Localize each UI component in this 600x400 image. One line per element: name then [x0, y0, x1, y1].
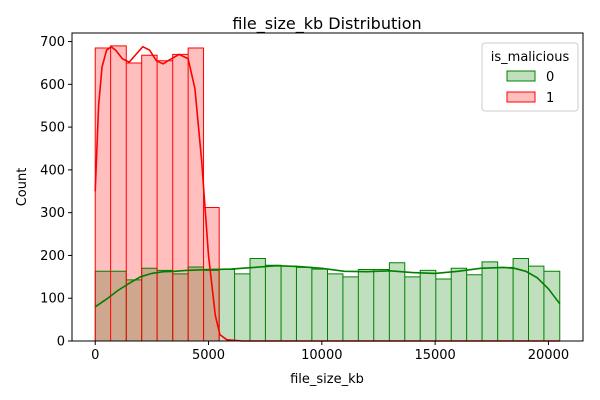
y-tick-label-5: 500	[40, 121, 65, 136]
series-0-bar-21	[435, 278, 452, 341]
y-tick-label-7: 700	[40, 35, 65, 50]
series-0-bar-18	[389, 262, 405, 341]
series-0-bar-28	[543, 271, 560, 341]
series-0-bar-7	[219, 269, 235, 341]
series-0-bar-2	[141, 268, 158, 341]
series-0-bar-20	[420, 270, 436, 341]
series-0-bar-14	[327, 273, 343, 341]
chart-title: file_size_kb Distribution	[232, 14, 421, 34]
series-0-bar-22	[451, 268, 467, 341]
series-0-bar-1	[126, 279, 142, 341]
legend-label-0: 0	[546, 70, 554, 85]
series-0-bar-17	[373, 269, 390, 341]
y-axis-ticks: 0 100 200 300 400 500 600 700	[40, 35, 72, 350]
x-tick-label-0: 0	[91, 348, 99, 363]
series-0-bar-5	[188, 266, 204, 341]
series-0-bar-23	[466, 274, 483, 341]
x-axis-ticks: 0 5000 10000 15000 20000	[91, 341, 569, 363]
x-tick-label-3: 15000	[414, 348, 455, 363]
series-0-bar-13	[311, 269, 328, 341]
x-tick-label-2: 10000	[301, 348, 342, 363]
x-tick-label-1: 5000	[192, 348, 225, 363]
series-1-bar-6	[188, 47, 204, 341]
series-1-bar-4	[157, 60, 173, 342]
legend-box	[481, 42, 579, 112]
plot-area	[94, 45, 561, 342]
series-1-bar-3	[141, 55, 158, 341]
series-1-histogram-outline	[94, 45, 220, 341]
y-tick-label-3: 300	[40, 206, 65, 221]
series-1-bar-0	[95, 47, 111, 341]
series-0-bar-9	[250, 258, 266, 341]
plot-frame	[71, 32, 584, 342]
y-tick-label-2: 200	[40, 249, 65, 264]
series-1-bars	[95, 45, 220, 342]
legend: is_malicious 0 1	[481, 42, 579, 112]
series-0-bar-3	[157, 270, 173, 341]
series-0-bar-24	[482, 261, 498, 341]
series-0-bar-12	[296, 267, 312, 341]
x-tick-label-4: 20000	[528, 348, 569, 363]
y-axis-label: Count	[15, 168, 30, 207]
series-0-bar-25	[497, 267, 514, 341]
x-axis-label: file_size_kb	[290, 372, 364, 387]
legend-swatch-1	[506, 91, 536, 103]
series-1-bar-1	[110, 45, 127, 341]
series-0-bar-15	[342, 276, 359, 341]
series-0-bar-6	[203, 270, 220, 341]
series-0-bar-27	[528, 266, 544, 341]
y-tick-label-6: 600	[40, 78, 65, 93]
y-tick-label-0: 0	[57, 335, 65, 350]
series-0-bar-19	[404, 276, 421, 341]
legend-label-1: 1	[546, 91, 554, 106]
series-1-bar-2	[126, 62, 142, 341]
legend-swatch-0	[506, 70, 536, 82]
y-tick-label-4: 400	[40, 163, 65, 178]
series-0-bar-8	[234, 273, 251, 341]
series-0-bar-16	[358, 269, 374, 341]
series-0-bar-4	[172, 273, 189, 341]
series-0-bar-11	[281, 266, 297, 341]
series-0-bar-10	[265, 265, 282, 341]
series-1-bar-5	[172, 54, 189, 342]
legend-title: is_malicious	[491, 50, 570, 65]
y-tick-label-1: 100	[40, 292, 65, 307]
series-0-kde-line	[94, 264, 561, 308]
series-1-kde-line	[94, 45, 560, 342]
series-0-bars	[95, 258, 560, 341]
series-0-bar-26	[513, 258, 529, 341]
